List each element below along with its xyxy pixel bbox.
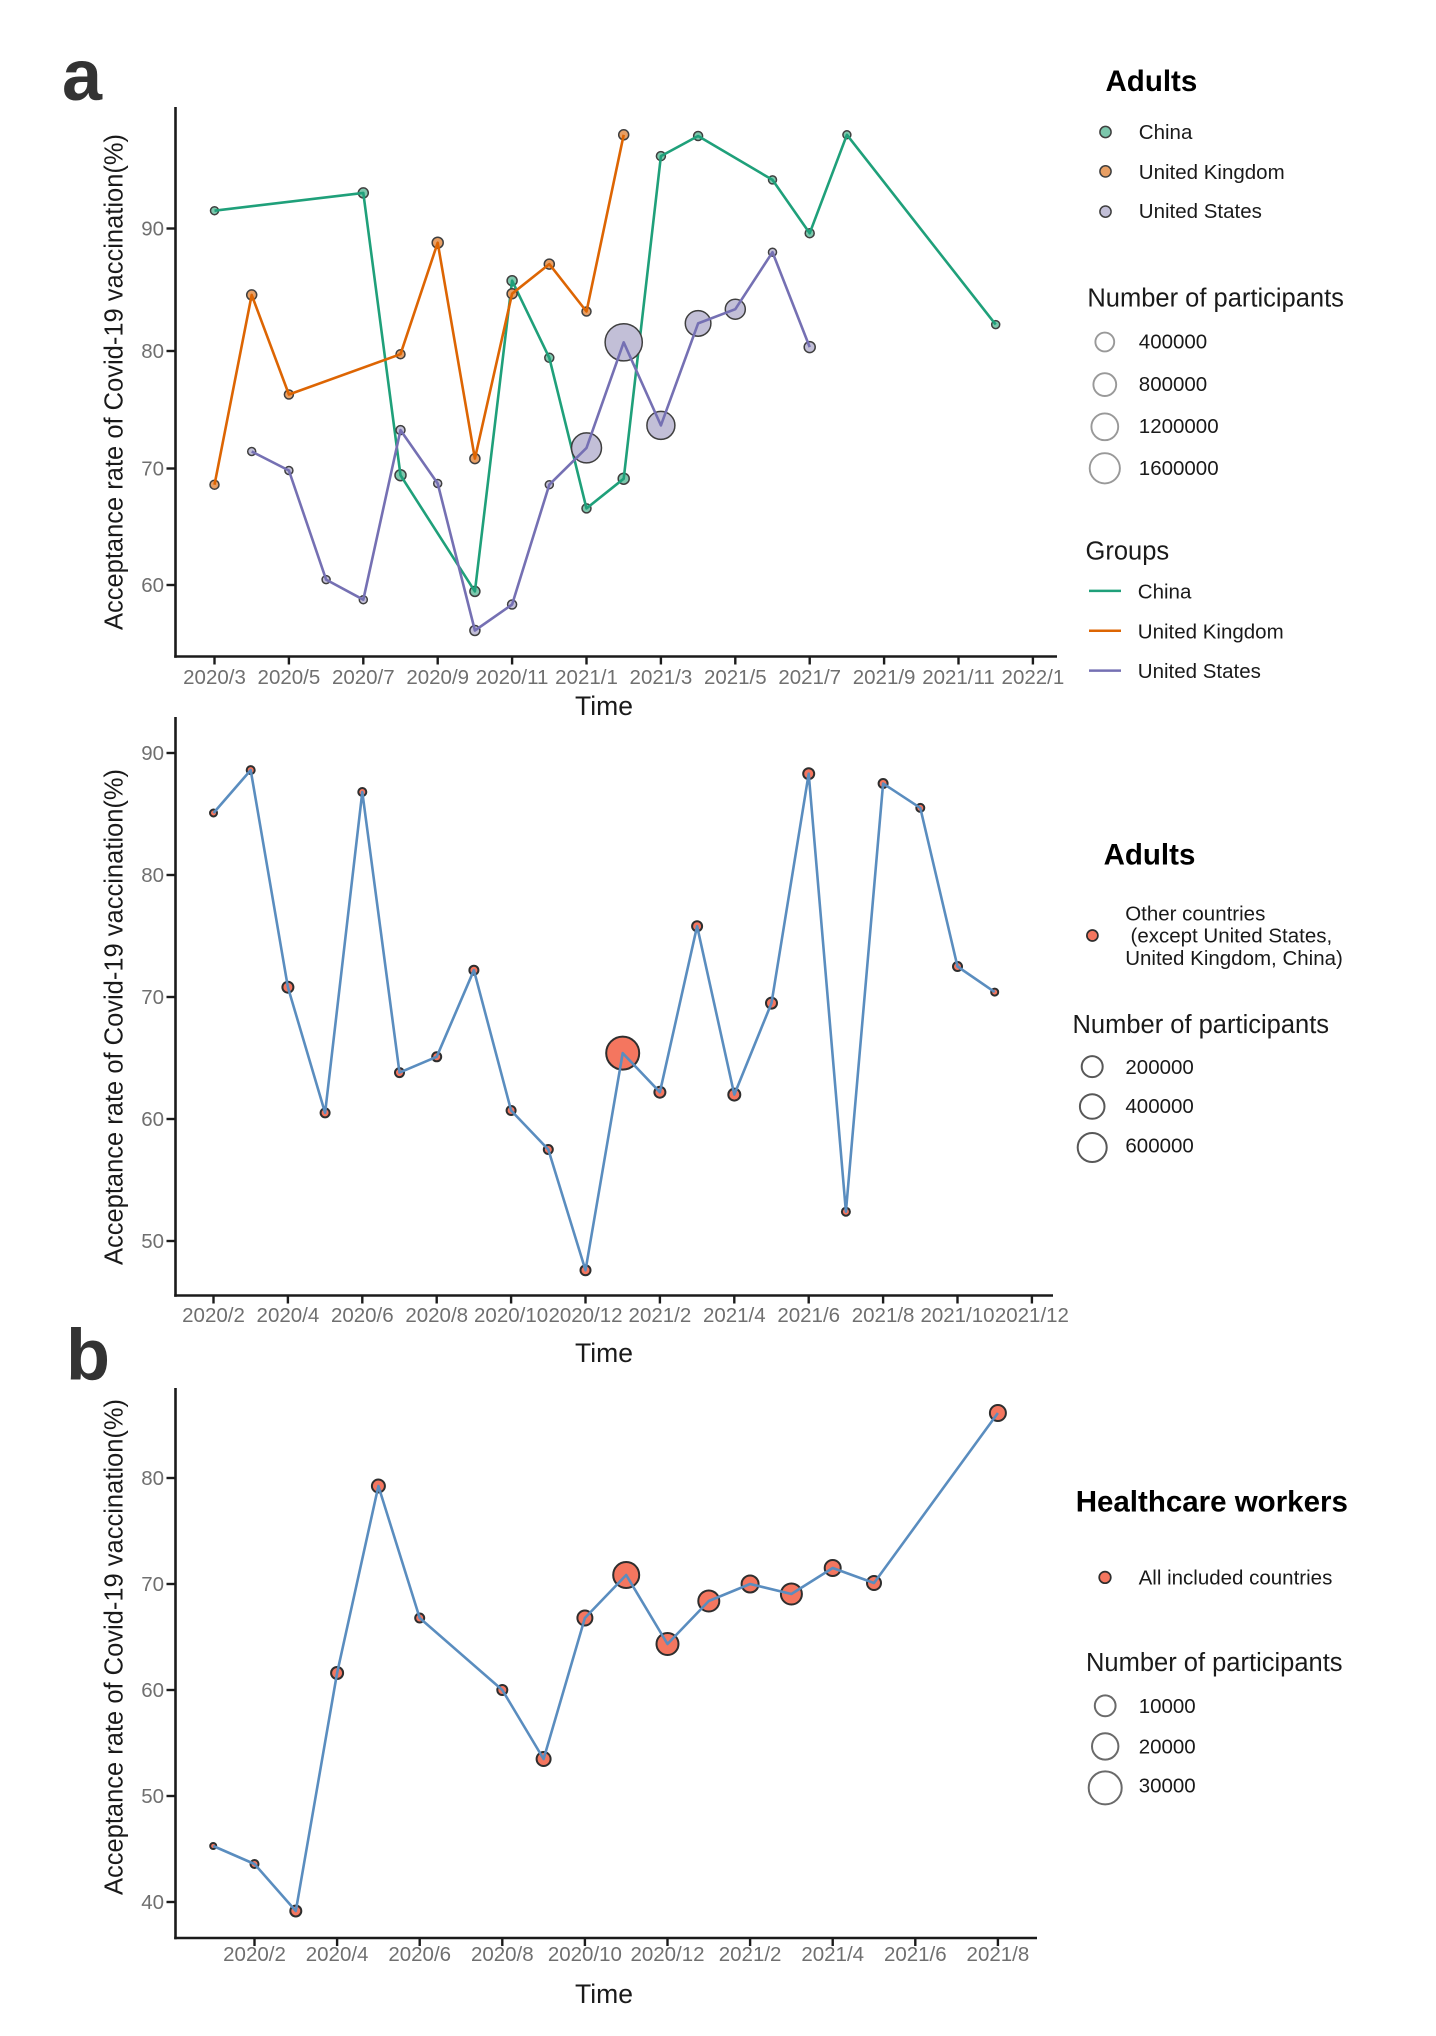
svg-text:600000: 600000 (1125, 1135, 1193, 1158)
svg-text:Time: Time (575, 1979, 633, 2009)
svg-text:United States: United States (1138, 660, 1261, 683)
svg-text:2021/6: 2021/6 (777, 1304, 840, 1327)
svg-text:20000: 20000 (1139, 1735, 1196, 1758)
svg-text:2021/10: 2021/10 (920, 1304, 994, 1327)
svg-text:Adults: Adults (1104, 839, 1196, 872)
svg-text:1600000: 1600000 (1139, 457, 1219, 480)
svg-text:60: 60 (141, 1679, 164, 1702)
svg-text:70: 70 (141, 1573, 164, 1596)
svg-text:10000: 10000 (1139, 1695, 1196, 1718)
svg-text:b: b (66, 1315, 110, 1395)
svg-text:2021/11: 2021/11 (922, 666, 995, 689)
svg-text:All included countries: All included countries (1139, 1567, 1333, 1590)
svg-text:2020/6: 2020/6 (331, 1304, 394, 1327)
svg-text:2022/1: 2022/1 (1002, 666, 1065, 689)
svg-text:2021/6: 2021/6 (884, 1943, 947, 1966)
svg-text:2020/10: 2020/10 (474, 1304, 548, 1327)
svg-text:Groups: Groups (1086, 537, 1170, 565)
svg-text:2021/1: 2021/1 (555, 666, 618, 689)
svg-text:40: 40 (141, 1891, 164, 1914)
svg-text:Number of participants: Number of participants (1086, 1649, 1343, 1677)
svg-text:2020/8: 2020/8 (405, 1304, 468, 1327)
svg-text:a: a (62, 36, 103, 116)
svg-text:2020/10: 2020/10 (548, 1943, 622, 1966)
svg-text:2020/12: 2020/12 (548, 1304, 622, 1327)
svg-text:United States: United States (1139, 200, 1262, 223)
svg-text:2021/5: 2021/5 (704, 666, 767, 689)
svg-text:60: 60 (141, 1108, 164, 1131)
svg-text:United Kingdom: United Kingdom (1138, 621, 1284, 644)
svg-text:2020/4: 2020/4 (306, 1943, 369, 1966)
svg-text:Number of participants: Number of participants (1087, 285, 1344, 313)
svg-text:90: 90 (141, 742, 164, 765)
svg-text:50: 50 (141, 1230, 164, 1253)
svg-text:400000: 400000 (1139, 331, 1207, 354)
svg-text:2021/7: 2021/7 (778, 666, 841, 689)
svg-text:(except United States,: (except United States, (1131, 925, 1333, 948)
svg-text:China: China (1139, 121, 1193, 144)
svg-text:70: 70 (141, 458, 164, 481)
svg-text:60: 60 (141, 574, 164, 597)
svg-text:2021/4: 2021/4 (703, 1304, 766, 1327)
svg-text:Acceptance rate of Covid-19 va: Acceptance rate of Covid-19 vaccination(… (101, 134, 129, 630)
svg-text:United Kingdom: United Kingdom (1139, 161, 1285, 184)
svg-text:2021/4: 2021/4 (801, 1943, 864, 1966)
svg-text:2020/7: 2020/7 (332, 666, 395, 689)
svg-text:2020/2: 2020/2 (182, 1304, 245, 1327)
svg-text:80: 80 (141, 1467, 164, 1490)
svg-text:30000: 30000 (1139, 1775, 1196, 1798)
svg-text:Healthcare workers: Healthcare workers (1076, 1485, 1348, 1518)
svg-text:Acceptance rate of Covid-19 va: Acceptance rate of Covid-19 vaccination(… (101, 769, 129, 1265)
svg-text:2020/9: 2020/9 (406, 666, 469, 689)
svg-text:2020/8: 2020/8 (471, 1943, 534, 1966)
svg-text:2020/5: 2020/5 (258, 666, 321, 689)
svg-text:2021/2: 2021/2 (629, 1304, 692, 1327)
svg-text:2020/3: 2020/3 (183, 666, 246, 689)
svg-text:80: 80 (141, 864, 164, 887)
svg-text:800000: 800000 (1139, 373, 1207, 396)
svg-text:2021/12: 2021/12 (995, 1304, 1069, 1327)
svg-text:United Kingdom, China): United Kingdom, China) (1125, 947, 1343, 970)
svg-text:Other countries: Other countries (1125, 902, 1265, 925)
svg-text:80: 80 (141, 340, 164, 363)
svg-text:Adults: Adults (1106, 65, 1198, 98)
svg-text:70: 70 (141, 986, 164, 1009)
svg-text:400000: 400000 (1125, 1095, 1193, 1118)
svg-text:Time: Time (575, 1338, 633, 1368)
svg-text:2021/9: 2021/9 (853, 666, 916, 689)
svg-text:50: 50 (141, 1785, 164, 1808)
svg-text:2021/8: 2021/8 (852, 1304, 915, 1327)
svg-text:2020/12: 2020/12 (630, 1943, 704, 1966)
svg-text:2020/11: 2020/11 (476, 666, 549, 689)
svg-text:200000: 200000 (1125, 1056, 1193, 1079)
svg-text:2020/2: 2020/2 (223, 1943, 286, 1966)
svg-text:2021/2: 2021/2 (719, 1943, 782, 1966)
svg-text:2020/6: 2020/6 (388, 1943, 451, 1966)
svg-text:2021/8: 2021/8 (967, 1943, 1030, 1966)
svg-text:90: 90 (141, 218, 164, 241)
svg-text:Acceptance rate of Covid-19 va: Acceptance rate of Covid-19 vaccination(… (101, 1399, 129, 1895)
svg-text:1200000: 1200000 (1139, 415, 1219, 438)
svg-text:Number of participants: Number of participants (1073, 1011, 1330, 1039)
svg-text:Time: Time (575, 691, 633, 721)
svg-text:2021/3: 2021/3 (630, 666, 693, 689)
svg-text:China: China (1138, 580, 1192, 603)
svg-text:2020/4: 2020/4 (257, 1304, 320, 1327)
